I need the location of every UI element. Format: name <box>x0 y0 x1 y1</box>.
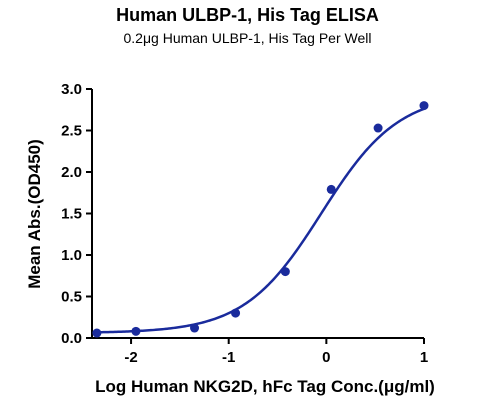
data-point <box>190 323 200 333</box>
chart-subtitle: 0.2μg Human ULBP-1, His Tag Per Well <box>123 30 372 46</box>
data-point <box>280 267 290 277</box>
y-tick-label: 2.5 <box>61 123 82 140</box>
fit-curve <box>96 107 425 334</box>
y-tick-label: 2.0 <box>61 164 82 181</box>
x-tick-label: -2 <box>124 349 137 366</box>
data-point <box>131 326 141 336</box>
x-tick-label: -1 <box>222 349 235 366</box>
tick-group: 0.0 0.5 1.0 1.5 2.0 2.5 3.0 -2 -1 0 1 <box>61 81 428 366</box>
data-point <box>231 308 241 318</box>
y-tick-label: 1.0 <box>61 247 82 264</box>
data-point <box>326 184 336 194</box>
y-tick-label: 0.5 <box>61 289 82 306</box>
data-point <box>419 101 429 111</box>
x-tick-label: 1 <box>420 349 428 366</box>
y-tick-label: 3.0 <box>61 81 82 98</box>
x-axis-label: Log Human NKG2D, hFc Tag Conc.(μg/ml) <box>95 377 435 396</box>
data-point <box>373 123 383 133</box>
data-point <box>92 328 102 338</box>
y-tick-label: 1.5 <box>61 206 82 223</box>
y-tick-label: 0.0 <box>61 330 82 347</box>
y-axis-label: Mean Abs.(OD450) <box>25 139 44 289</box>
x-tick-label: 0 <box>322 349 330 366</box>
chart-title: Human ULBP-1, His Tag ELISA <box>116 5 379 25</box>
data-points <box>92 101 429 338</box>
